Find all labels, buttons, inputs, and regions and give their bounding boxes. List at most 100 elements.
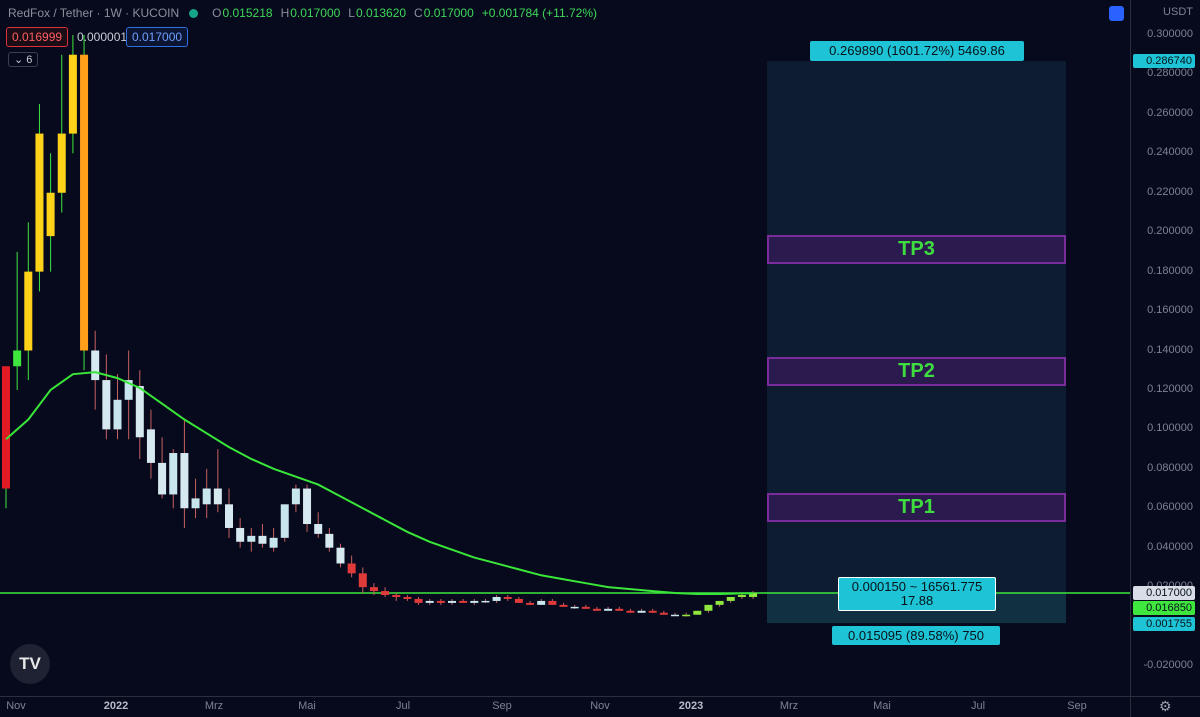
candle-body bbox=[392, 595, 401, 597]
time-label: Nov bbox=[590, 700, 610, 712]
price-tick-label: 0.120000 bbox=[1147, 382, 1193, 395]
candle-body bbox=[347, 563, 356, 574]
entry-info-label[interactable]: 0.000150 ~ 16561.775 17.88 bbox=[838, 577, 996, 611]
candle-body bbox=[381, 591, 390, 596]
price-tick-label: 0.220000 bbox=[1147, 185, 1193, 198]
time-label: Sep bbox=[492, 700, 512, 712]
candle-body bbox=[68, 54, 77, 134]
candle-body bbox=[303, 488, 312, 525]
gear-icon[interactable]: ⚙ bbox=[1159, 698, 1172, 714]
candle-body bbox=[671, 614, 679, 617]
low-value: 0.013620 bbox=[355, 6, 407, 20]
candle-body bbox=[425, 600, 434, 603]
symbol-title[interactable]: RedFox / Tether · 1W · KUCOIN bbox=[8, 6, 180, 20]
time-label: 2022 bbox=[103, 700, 129, 712]
change-value: +0.001784 (+11.72%) bbox=[481, 6, 597, 20]
symbol-legend: RedFox / Tether · 1W · KUCOIN O0.015218 … bbox=[8, 6, 605, 20]
candle-body bbox=[715, 600, 724, 605]
candle-body bbox=[448, 600, 456, 603]
stop-price-tag: 0.001755 bbox=[1133, 617, 1195, 631]
time-label: Sep bbox=[1067, 700, 1087, 712]
time-label: Jul bbox=[970, 700, 986, 712]
candle-body bbox=[135, 385, 144, 438]
target-price-tag: 0.286740 bbox=[1133, 54, 1195, 68]
sell-button[interactable]: 0.016999 bbox=[6, 27, 69, 47]
last-price-tag: 0.017000 bbox=[1133, 586, 1195, 600]
time-label: Mai bbox=[873, 700, 891, 712]
price-axis[interactable]: USDT 0.300000 0.280000 0.260000 0.240000 0.2… bbox=[1130, 0, 1200, 696]
candle-body bbox=[225, 504, 233, 528]
price-tick-label: 0.060000 bbox=[1147, 501, 1193, 514]
candle-body bbox=[481, 600, 490, 603]
time-label: Jul bbox=[395, 700, 411, 712]
indicator-count: 6 bbox=[26, 54, 33, 66]
candle-body bbox=[704, 604, 713, 611]
square-icon[interactable] bbox=[1109, 6, 1124, 21]
indicator-toggle[interactable]: ⌄ 6 bbox=[8, 52, 39, 67]
price-tick-label: 0.100000 bbox=[1147, 422, 1193, 435]
low-label: L bbox=[348, 6, 355, 20]
high-label: H bbox=[280, 6, 290, 20]
time-label: Mrz bbox=[204, 700, 224, 712]
entry-info-line2: 17.88 bbox=[900, 593, 934, 608]
chart-area[interactable]: RedFox / Tether · 1W · KUCOIN O0.015218 … bbox=[0, 0, 1130, 696]
candle-body bbox=[358, 573, 367, 588]
market-status-icon bbox=[189, 8, 199, 18]
candle-body bbox=[191, 498, 200, 509]
buy-button[interactable]: 0.017000 bbox=[126, 27, 189, 47]
price-tick-label: 0.240000 bbox=[1147, 146, 1193, 159]
open-label: O bbox=[212, 6, 222, 20]
time-label: Nov bbox=[6, 700, 26, 712]
tp1-zone[interactable]: TP1 bbox=[767, 493, 1066, 522]
candle-body bbox=[737, 595, 746, 597]
candle-body bbox=[213, 488, 222, 505]
currency-label: USDT bbox=[1163, 6, 1193, 18]
ma-price-tag: 0.016850 bbox=[1133, 601, 1195, 615]
tp2-zone[interactable]: TP2 bbox=[767, 357, 1066, 386]
candle-body bbox=[113, 399, 122, 430]
price-tick-label: 0.200000 bbox=[1147, 225, 1193, 238]
open-value: 0.015218 bbox=[222, 6, 273, 20]
candle-body bbox=[470, 600, 479, 603]
candle-body bbox=[24, 271, 33, 351]
candle-body bbox=[559, 604, 568, 607]
candle-body bbox=[592, 608, 601, 611]
price-tick-label: 0.300000 bbox=[1147, 28, 1193, 40]
candle-body bbox=[124, 380, 133, 400]
candle-body bbox=[291, 488, 300, 505]
candle-body bbox=[258, 535, 267, 544]
candle-body bbox=[336, 547, 345, 564]
candle-body bbox=[537, 600, 546, 605]
settings-corner: ⚙ bbox=[1130, 696, 1200, 717]
price-tick-label: 0.260000 bbox=[1147, 106, 1193, 119]
target-info-label: 0.269890 (1601.72%) 5469.86 bbox=[810, 41, 1024, 61]
candle-body bbox=[514, 598, 523, 603]
candle-body bbox=[91, 350, 100, 381]
candle-body bbox=[314, 524, 323, 534]
price-tick-label: -0.020000 bbox=[1143, 659, 1193, 671]
time-axis[interactable]: Nov 2022 Mrz Mai Jul Sep Nov 2023 Mrz Ma… bbox=[0, 696, 1130, 717]
candle-body bbox=[548, 600, 557, 605]
candle-body bbox=[682, 614, 691, 617]
candle-body bbox=[626, 610, 635, 613]
candle-body bbox=[726, 596, 735, 601]
candle-body bbox=[180, 453, 189, 509]
candle-body bbox=[57, 133, 66, 193]
candle-body bbox=[604, 608, 613, 611]
tradingview-logo[interactable]: TV bbox=[10, 644, 50, 684]
close-label: C bbox=[414, 6, 423, 20]
price-tick-label: 0.080000 bbox=[1147, 461, 1193, 474]
candle-body bbox=[80, 54, 89, 351]
candle-body bbox=[146, 429, 155, 463]
candle-body bbox=[46, 192, 55, 237]
time-label: Mrz bbox=[779, 700, 799, 712]
candle-body bbox=[436, 600, 445, 603]
moving-average-line bbox=[5, 371, 754, 596]
candle-body bbox=[247, 535, 256, 542]
price-tick-label: 0.180000 bbox=[1147, 264, 1193, 277]
candle-body bbox=[503, 596, 512, 599]
candle-body bbox=[526, 602, 535, 605]
tp3-zone[interactable]: TP3 bbox=[767, 235, 1066, 264]
high-value: 0.017000 bbox=[290, 6, 341, 20]
time-label: 2023 bbox=[678, 700, 704, 712]
